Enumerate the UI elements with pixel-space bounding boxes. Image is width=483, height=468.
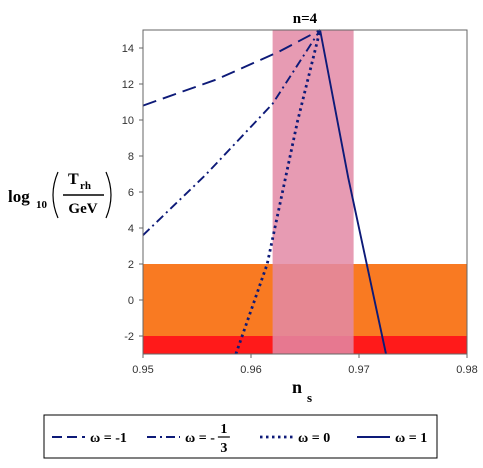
legend-label: ω = -1 [90,431,127,446]
y-tick-label: 2 [128,259,134,271]
region-vertical-band-2 [272,30,354,354]
y-tick-label: 12 [122,79,134,91]
x-tick-label: 0.98 [456,364,477,376]
svg-text:T: T [68,171,79,188]
y-tick-label: 10 [122,115,134,127]
y-tick-label: 0 [128,295,134,307]
x-tick-label: 0.95 [132,364,153,376]
y-axis-label: log 10 T rh GeV [8,171,112,219]
series-line-solid [319,29,387,355]
y-tick-label: -2 [124,331,134,343]
x-tick-label: 0.97 [348,364,369,376]
svg-text:n: n [292,377,302,397]
legend-label: ω = 0 [298,431,330,446]
legend-label: ω = - [185,431,215,446]
y-tick-label: 4 [128,223,134,235]
x-axis-label: n s [292,377,312,405]
y-tick-label: 8 [128,151,134,163]
svg-text:log: log [8,187,30,206]
series-line-dash-dot [142,29,321,236]
legend-item-dotted: ω = 0 [260,431,330,446]
y-tick-label: 6 [128,187,134,199]
x-axis: 0.95 0.96 0.97 0.98 [132,354,478,376]
x-tick-label: 0.96 [240,364,261,376]
chart-title: n=4 [293,11,318,27]
svg-text:s: s [307,390,312,405]
svg-text:GeV: GeV [68,201,97,217]
legend-label: ω = 1 [395,431,427,446]
series-line-long-dash [142,29,321,107]
legend-item-long-dash: ω = -1 [52,431,127,446]
svg-text:10: 10 [36,199,48,211]
y-axis: -2 0 2 4 6 8 10 12 14 [122,43,143,343]
shaded-regions [143,30,467,354]
series-lines [142,29,387,355]
legend-item-solid: ω = 1 [357,431,427,446]
legend-item-dash-dot: ω = - 1 3 [147,422,230,456]
y-tick-label: 14 [122,43,134,55]
svg-text:rh: rh [80,180,91,192]
legend-fraction-denominator: 3 [220,441,227,456]
legend-fraction-numerator: 1 [220,422,227,437]
